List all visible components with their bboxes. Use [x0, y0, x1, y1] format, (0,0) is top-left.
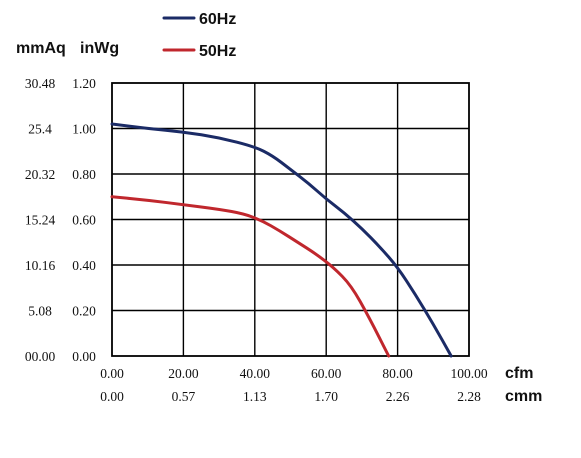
y-outer-tick-label: 25.4 — [28, 122, 52, 137]
x-primary-tick-label: 60.00 — [311, 366, 342, 381]
y-inner-tick-label: 1.20 — [72, 76, 96, 91]
x-secondary-tick-label: 0.57 — [172, 389, 196, 404]
y-inner-tick-label: 1.00 — [72, 122, 96, 137]
grid-layer — [111, 82, 470, 357]
x-primary-tick-label: 20.00 — [168, 366, 199, 381]
x-secondary-tick-label: 1.13 — [243, 389, 267, 404]
y-inner-tick-label: 0.20 — [72, 304, 96, 319]
x-primary-tick-label: 80.00 — [382, 366, 413, 381]
series-layer — [110, 122, 453, 358]
y-outer-tick-label: 15.24 — [25, 213, 56, 228]
series-line-60hz — [110, 122, 453, 358]
series-line-50hz — [110, 195, 391, 358]
x-primary-tick-label: 40.00 — [240, 366, 271, 381]
legend-label-50hz: 50Hz — [199, 43, 236, 60]
y-outer-tick-label: 30.48 — [25, 76, 56, 91]
y-inner-tick-label: 0.00 — [72, 349, 96, 364]
x-secondary-tick-label: 0.00 — [100, 389, 124, 404]
x-primary-unit-label: cfm — [505, 365, 533, 382]
y-outer-tick-label: 5.08 — [28, 304, 52, 319]
x-secondary-tick-label: 1.70 — [314, 389, 338, 404]
y-outer-tick-label: 10.16 — [25, 258, 56, 273]
legend-layer: 60Hz 50Hz — [162, 11, 236, 60]
x-primary-tick-label: 100.00 — [450, 366, 487, 381]
x-secondary-tick-label: 2.26 — [386, 389, 410, 404]
y-outer-tick-label: 20.32 — [25, 167, 55, 182]
y-left-inner-unit-label: inWg — [80, 40, 119, 57]
y-inner-tick-label: 0.40 — [72, 258, 96, 273]
y-outer-tick-label: 00.00 — [25, 349, 56, 364]
y-left-outer-unit-label: mmAq — [16, 40, 66, 57]
x-secondary-unit-label: cmm — [505, 388, 542, 405]
axis-label-layer: mmAq inWg 00.00 0.00 5.08 0.20 10.16 0.40 15.24 0… — [16, 40, 542, 405]
y-inner-tick-label: 0.80 — [72, 167, 96, 182]
x-primary-tick-label: 0.00 — [100, 366, 124, 381]
legend-label-60hz: 60Hz — [199, 11, 236, 28]
x-secondary-tick-label: 2.28 — [457, 389, 481, 404]
y-inner-tick-label: 0.60 — [72, 213, 96, 228]
